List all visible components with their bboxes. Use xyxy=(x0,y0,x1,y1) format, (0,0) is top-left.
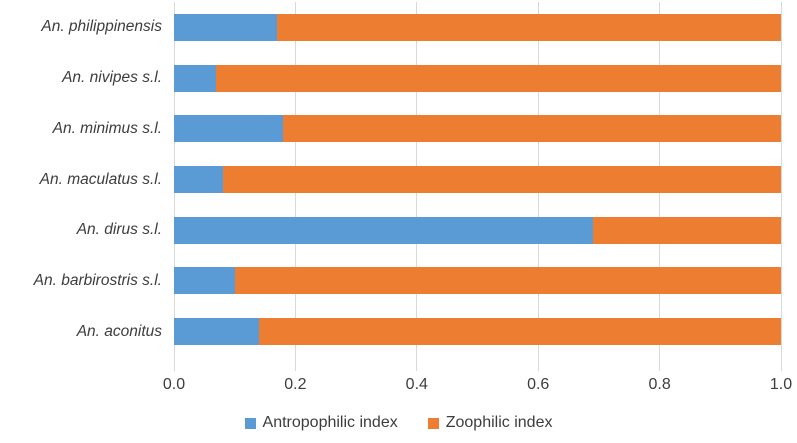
category-label: An. maculatus s.l. xyxy=(39,170,162,188)
legend-label: Zoophilic index xyxy=(445,414,553,431)
x-tick-label: 0.0 xyxy=(162,376,186,393)
gridline xyxy=(780,2,782,371)
stacked-bar xyxy=(174,115,781,143)
bar-segment-antropophilic-index xyxy=(174,13,278,41)
bar-segment-antropophilic-index xyxy=(174,216,593,244)
bar-segment-zoophilic-index xyxy=(592,216,781,244)
legend-item: Zoophilic index xyxy=(427,414,553,432)
plot-area xyxy=(173,2,782,371)
bar-segment-antropophilic-index xyxy=(174,318,259,346)
category-label: An. nivipes s.l. xyxy=(62,69,162,87)
bar-row xyxy=(174,2,781,53)
bar-segment-zoophilic-index xyxy=(283,115,781,143)
stacked-bar xyxy=(174,166,781,194)
legend-swatch-icon xyxy=(244,417,256,429)
bar-segment-antropophilic-index xyxy=(174,267,235,295)
legend-label: Antropophilic index xyxy=(262,414,398,431)
category-label: An. philippinensis xyxy=(41,18,162,36)
bar-row xyxy=(174,53,781,104)
legend-swatch-icon xyxy=(427,417,439,429)
x-tick-label: 0.6 xyxy=(527,376,550,393)
stacked-bar xyxy=(174,64,781,92)
bar-segment-zoophilic-index xyxy=(258,318,781,346)
category-label: An. barbirostris s.l. xyxy=(33,271,162,289)
x-tick-label: 1.0 xyxy=(769,376,793,393)
stacked-bar xyxy=(174,216,781,244)
stacked-bar xyxy=(174,13,781,41)
bar-row xyxy=(174,306,781,357)
bar-row xyxy=(174,103,781,154)
bar-row xyxy=(174,205,781,256)
bar-segment-zoophilic-index xyxy=(234,267,781,295)
bar-rows xyxy=(174,2,781,357)
legend: Antropophilic index Zoophilic index xyxy=(0,414,797,432)
category-label: An. minimus s.l. xyxy=(52,119,162,137)
bar-segment-zoophilic-index xyxy=(277,13,781,41)
bar-segment-zoophilic-index xyxy=(222,166,781,194)
category-label: An. dirus s.l. xyxy=(76,221,162,239)
x-tick-label: 0.4 xyxy=(405,376,428,393)
bar-row xyxy=(174,256,781,307)
bar-row xyxy=(174,154,781,205)
legend-item: Antropophilic index xyxy=(244,414,398,432)
bar-segment-antropophilic-index xyxy=(174,64,217,92)
bar-segment-antropophilic-index xyxy=(174,115,284,143)
x-tick-label: 0.2 xyxy=(284,376,307,393)
bar-segment-zoophilic-index xyxy=(216,64,781,92)
stacked-bar xyxy=(174,267,781,295)
category-axis: An. philippinensis An. nivipes s.l. An. mi… xyxy=(0,2,162,357)
x-axis: 0.0 0.2 0.4 0.6 0.8 1.0 xyxy=(163,376,792,398)
category-label: An. aconitus xyxy=(76,322,162,340)
bar-segment-antropophilic-index xyxy=(174,166,223,194)
stacked-bar xyxy=(174,318,781,346)
x-tick-label: 0.8 xyxy=(648,376,671,393)
